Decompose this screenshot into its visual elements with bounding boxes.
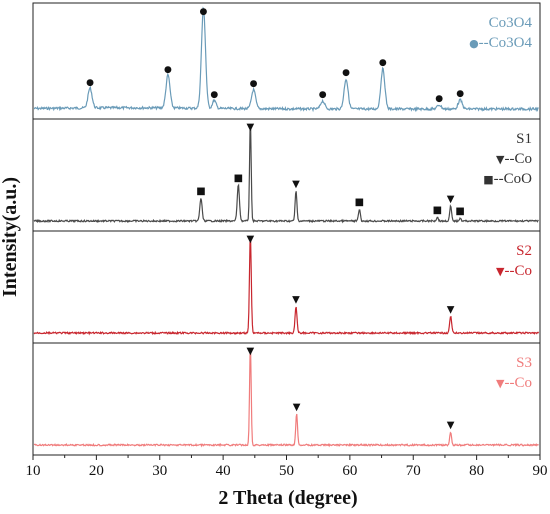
peak-marker: ● — [210, 90, 218, 100]
legend-sample-label: S2 — [516, 243, 532, 259]
peak-marker: ● — [342, 68, 350, 78]
peak-marker: ● — [319, 90, 327, 100]
y-axis-title: Intensity(a.u.) — [0, 177, 21, 297]
legend-text: S1 — [516, 131, 532, 147]
peak-marker: ● — [435, 94, 443, 104]
legend-text: --Co — [505, 375, 533, 391]
legend-text: Co3O4 — [489, 15, 533, 31]
peak-marker: ▼ — [247, 234, 255, 245]
legend-text: --Co — [505, 151, 533, 167]
x-tick-label: 80 — [469, 463, 484, 479]
peak-marker: ● — [86, 78, 94, 88]
legend-entry: ▼--Co — [496, 263, 532, 279]
panel-s1: ▼▼▼■■■■ ■S1▼--Co■--CoO — [32, 118, 541, 232]
legend-marker: ▼ — [496, 153, 505, 166]
peak-marker: ● — [200, 7, 208, 17]
panel-s3: ▼▼▼S3▼--Co — [32, 342, 541, 456]
legend-marker: ● — [469, 37, 479, 50]
panel-frame — [32, 2, 541, 120]
peak-marker: ▼ — [293, 402, 301, 413]
peak-marker: ■ — [234, 173, 243, 184]
series-line-s3 — [33, 348, 539, 448]
legend-marker: ▼ — [496, 265, 505, 278]
x-tick-label: 40 — [216, 463, 231, 479]
x-axis-title: 2 Theta (degree) — [218, 487, 357, 509]
legend-entry: ▼--Co — [496, 151, 532, 167]
series-line-co3o4 — [33, 6, 539, 113]
peak-marker: ● — [164, 65, 172, 75]
peak-marker: ■ — [455, 206, 464, 217]
legend-entry: ■--CoO — [483, 171, 532, 187]
x-tick-label: 70 — [406, 463, 421, 479]
peak-marker: ● — [250, 79, 258, 89]
legend-sample-label: S1 — [516, 131, 532, 147]
x-axis: 10 20 30 40 50 60 70 80 90 — [26, 455, 548, 479]
legend-marker: ■ — [483, 173, 493, 186]
legend-entry: ●--Co3O4 — [469, 35, 532, 51]
legend-text: --CoO — [494, 171, 532, 187]
peak-marker: ● — [456, 89, 464, 99]
legend-sample-label: S3 — [516, 355, 532, 371]
peak-marker: ■ — [355, 197, 364, 208]
series-line-s1 — [33, 123, 539, 224]
peak-marker: ▼ — [292, 295, 300, 306]
legend-text: S3 — [516, 355, 532, 371]
panel-s2: ▼▼▼S2▼--Co — [32, 230, 541, 344]
peak-marker: ▼ — [247, 122, 255, 133]
peak-marker: ▼ — [447, 420, 455, 431]
legend-text: S2 — [516, 243, 532, 259]
legend-marker: ▼ — [496, 377, 505, 390]
panels-group: ●●●●●●●●● ●Co3O4●--Co3O4▼▼▼■■■■ ■S1▼--Co■-… — [32, 2, 541, 456]
panel-frame — [32, 230, 541, 344]
x-tick-label: 90 — [533, 463, 548, 479]
legend-text: --Co3O4 — [479, 35, 533, 51]
x-tick-label: 20 — [89, 463, 104, 479]
panel-frame — [32, 342, 541, 456]
x-tick-label: 60 — [342, 463, 357, 479]
legend-text: --Co — [505, 263, 533, 279]
series-line-s2 — [33, 237, 540, 336]
peak-marker: ■ — [433, 205, 442, 216]
peak-marker: ■ — [196, 186, 205, 197]
peak-marker: ▼ — [447, 194, 455, 205]
legend-sample-label: Co3O4 — [489, 15, 533, 31]
peak-marker: ● — [379, 58, 387, 68]
peak-marker: ▼ — [292, 179, 300, 190]
x-tick-label: 10 — [26, 463, 41, 479]
panel-co3o4: ●●●●●●●●● ●Co3O4●--Co3O4 — [32, 2, 541, 120]
peak-marker: ▼ — [247, 346, 255, 357]
x-tick-label: 50 — [279, 463, 294, 479]
x-tick-label: 30 — [152, 463, 167, 479]
peak-marker: ▼ — [447, 304, 455, 315]
legend-entry: ▼--Co — [496, 375, 532, 391]
